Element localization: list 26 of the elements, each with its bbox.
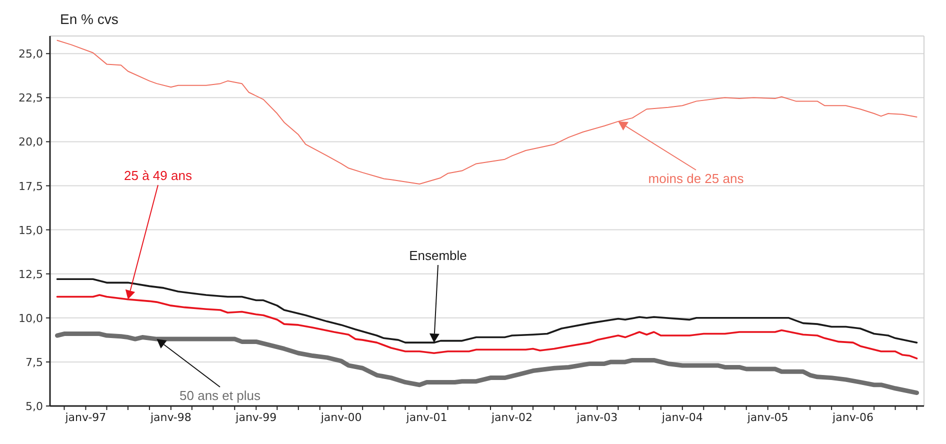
x-tick-label: janv-02 xyxy=(490,411,532,424)
y-tick-label: 5,0 xyxy=(26,400,43,413)
text: moins de 25 ans xyxy=(648,171,744,186)
line-series xyxy=(56,278,918,344)
text: Ensemble xyxy=(409,248,467,263)
y-tick-label: 22,5 xyxy=(18,92,43,105)
x-tick-label: janv-99 xyxy=(234,411,277,424)
x-tick-label: janv-03 xyxy=(576,411,618,424)
x-tick-label: janv-06 xyxy=(832,411,874,424)
y-tick-label: 10,0 xyxy=(18,312,43,325)
x-tick-label: janv-01 xyxy=(405,411,448,424)
x-tick-label: janv-05 xyxy=(746,411,788,424)
x-tick-label: janv-98 xyxy=(149,411,192,424)
y-tick-label: 15,0 xyxy=(18,224,43,237)
y-axis-title: En % cvs xyxy=(60,11,118,27)
line-series xyxy=(56,40,918,184)
text: 50 ans et plus xyxy=(180,388,261,403)
y-tick-label: 20,0 xyxy=(18,136,43,149)
x-tick-label: janv-00 xyxy=(320,411,362,424)
text: 25 à 49 ans xyxy=(124,168,192,183)
y-tick-label: 17,5 xyxy=(18,180,43,193)
y-tick-label: 25,0 xyxy=(18,48,43,61)
y-tick-label: 12,5 xyxy=(18,268,43,281)
y-tick-label: 7,5 xyxy=(26,356,43,369)
x-tick-label: janv-04 xyxy=(660,411,703,424)
x-tick-label: janv-97 xyxy=(64,411,106,424)
